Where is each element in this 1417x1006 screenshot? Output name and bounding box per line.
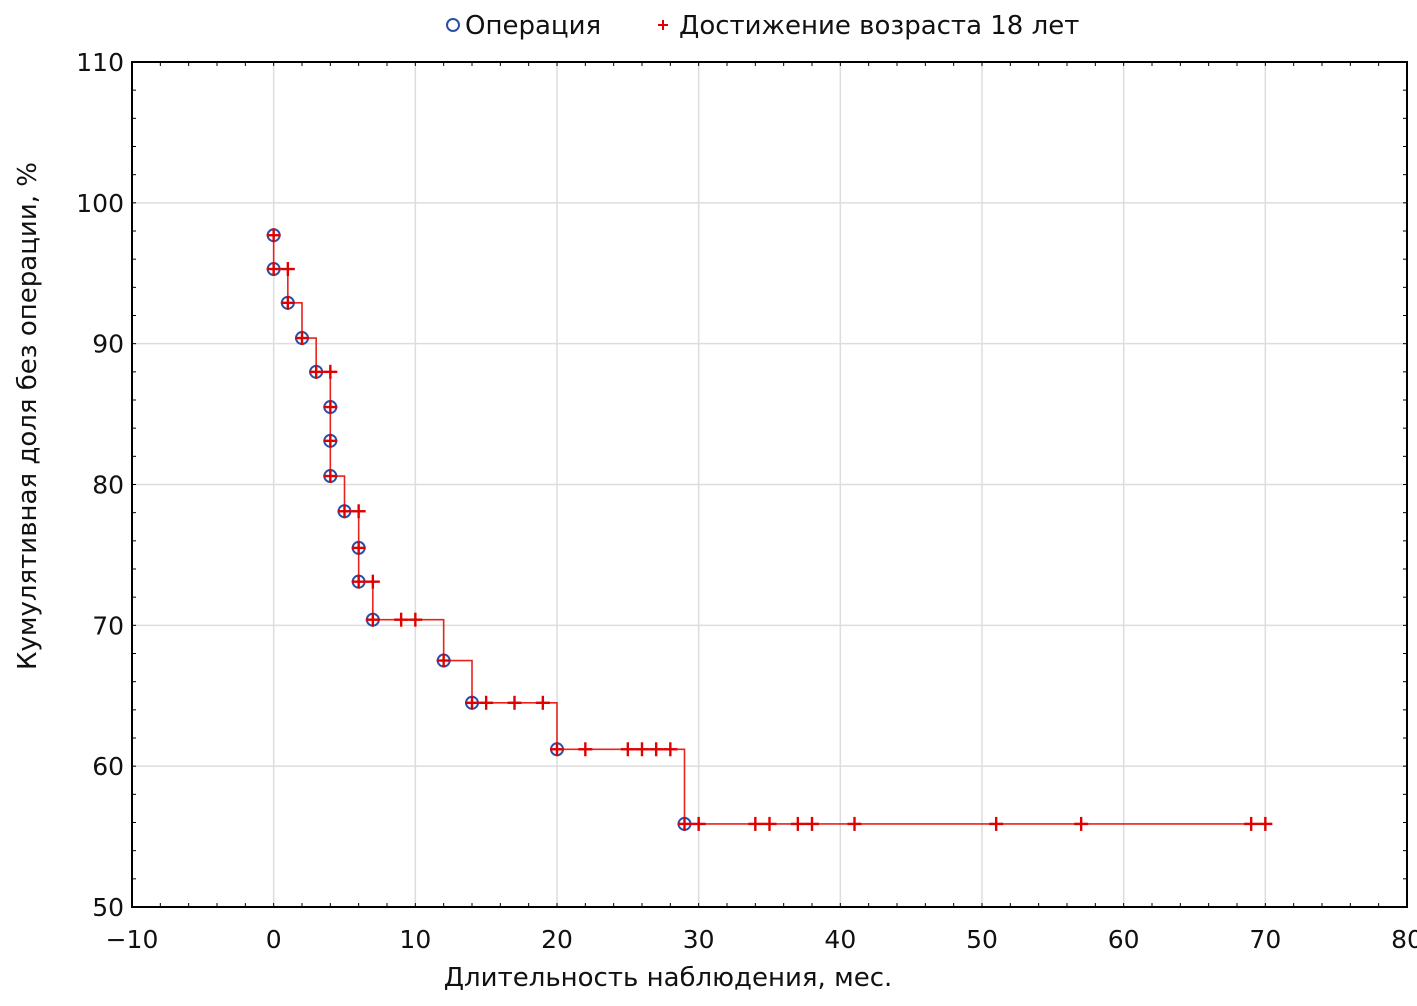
censor-plus-point [550, 742, 564, 757]
censor-plus-point [323, 364, 338, 379]
x-tick-label: 10 [399, 925, 431, 954]
censor-plus-point [323, 433, 338, 448]
x-tick-label: 50 [966, 925, 998, 954]
y-axis-tick-labels: 50 60 70 80 90 100 110 [76, 48, 124, 922]
event-markers [266, 228, 692, 831]
censor-plus-point [465, 695, 479, 710]
y-axis-title: Кумулятивная доля без операции, % [13, 162, 43, 670]
x-tick-label: 30 [683, 925, 715, 954]
censor-plus-point [295, 331, 309, 346]
censor-plus-point [479, 695, 494, 710]
legend-plus-icon [658, 20, 668, 30]
legend-label-age-18: Достижение возраста 18 лет [679, 11, 1079, 41]
censor-plus-point [337, 504, 352, 519]
censor-plus-point [677, 816, 692, 831]
censor-plus-point [805, 816, 819, 831]
censor-plus-point [748, 816, 763, 831]
censor-plus-point [663, 742, 678, 757]
y-tick-label: 110 [76, 48, 124, 77]
x-tick-label: 80 [1391, 925, 1417, 954]
censor-markers [266, 228, 1273, 831]
minor-ticks [131, 61, 1408, 908]
censor-plus-point [620, 742, 635, 757]
legend-circle-icon [446, 18, 460, 32]
censor-plus-point [1258, 816, 1273, 831]
censor-plus-point [351, 574, 366, 589]
censor-plus-point [436, 653, 451, 668]
censor-plus-point [408, 612, 423, 627]
censor-plus-point [847, 816, 862, 831]
x-tick-label: 60 [1108, 925, 1140, 954]
censor-plus-point [280, 295, 295, 310]
censor-plus-point [989, 816, 1004, 831]
censor-plus-point [309, 364, 324, 379]
y-tick-label: 60 [92, 752, 124, 781]
censor-plus-point [691, 816, 706, 831]
survival-step-curve [272, 235, 1266, 825]
x-axis-title: Длительность наблюдения, мес. [444, 963, 893, 993]
censor-plus-point [323, 469, 338, 484]
censor-plus-point [280, 262, 295, 277]
censor-plus-point [1074, 816, 1089, 831]
legend-label-operation: Операция [465, 11, 601, 41]
y-tick-label: 90 [92, 330, 124, 359]
y-tick-label: 70 [92, 611, 124, 640]
censor-plus-point [790, 816, 805, 831]
x-axis-tick-labels: −10 0 10 20 30 40 50 60 70 80 [106, 925, 1417, 954]
censor-plus-point [351, 504, 366, 519]
censor-plus-point [365, 574, 380, 589]
x-tick-label: 20 [541, 925, 573, 954]
censor-plus-point [323, 400, 338, 415]
censor-plus-point [266, 262, 281, 277]
censor-plus-point [266, 228, 281, 243]
censor-plus-point [507, 695, 522, 710]
grid-lines [132, 62, 1407, 907]
x-tick-label: −10 [106, 925, 159, 954]
censor-plus-point [365, 612, 380, 627]
censor-plus-point [762, 816, 777, 831]
y-tick-label: 50 [92, 893, 124, 922]
censor-plus-point [578, 742, 593, 757]
censor-plus-point [649, 742, 664, 757]
censor-plus-point [1244, 816, 1259, 831]
censor-plus-point [351, 540, 366, 555]
x-tick-label: 70 [1249, 925, 1281, 954]
x-tick-label: 40 [824, 925, 856, 954]
y-tick-label: 100 [76, 189, 124, 218]
y-tick-label: 80 [92, 471, 124, 500]
x-tick-label: 0 [266, 925, 282, 954]
censor-plus-point [394, 612, 409, 627]
censor-plus-point [635, 742, 649, 757]
censor-plus-point [535, 695, 550, 710]
legend: Операция Достижение возраста 18 лет [446, 11, 1079, 41]
